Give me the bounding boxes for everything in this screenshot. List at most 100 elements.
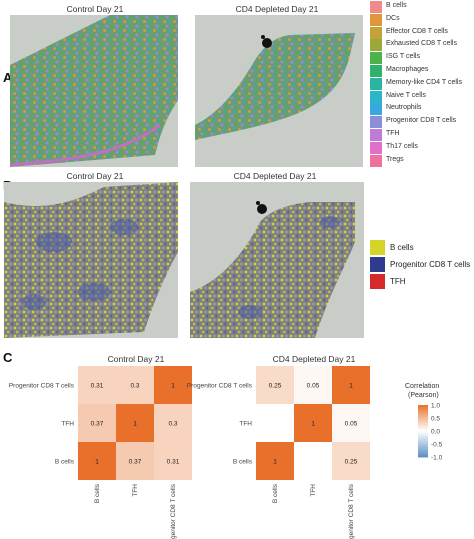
colorbar-segment [418,433,428,436]
panel-a-left-title: Control Day 21 [66,4,124,14]
heatmap-cell [154,366,192,404]
heatmap-cell [332,442,370,480]
legend-b-item: Progenitor CD8 T cells [370,257,474,273]
colorbar-segment [418,415,428,418]
colorbar-segment [418,407,428,410]
legend-a-item: Neutrophils [370,103,474,116]
heatmap-title: Control Day 21 [108,354,165,364]
colorbar-segment [418,453,428,456]
heatmap-cell-label: 0.05 [345,421,358,428]
heatmap-x-tick-label: TFH [310,484,317,497]
heatmap-cell-label: 1 [95,459,99,466]
legend-a-swatch [370,39,382,52]
heatmap-cd4-depleted: CD4 Depleted Day 21 0.25 0.05 1 1 0.05 1 0.25 Pr… [187,354,370,539]
heatmap-cell-label: 0.3 [130,383,139,390]
legend-a-label: TFH [386,130,400,137]
heatmap-cell [294,404,332,442]
legend-a-item: DCs [370,13,474,26]
legend-b-swatch [370,274,385,289]
panel-a-cd4-depleted-tissue-image [195,15,363,167]
legend-b-label: Progenitor CD8 T cells [390,260,471,269]
legend-b-label: B cells [390,243,414,252]
heatmap-cell [256,442,294,480]
legend-a-item: Progenitor CD8 T cells [370,116,474,129]
panel-a-control-tissue-image [10,15,178,167]
legend-a-label: Neutrophils [386,104,422,112]
heatmap-cell-label: 1 [311,421,315,428]
heatmap-cell [332,366,370,404]
legend-a-item: TFH [370,129,474,141]
panel-a-right-title: CD4 Depleted Day 21 [235,4,319,14]
legend-a-swatch [370,26,382,39]
legend-a-item: Tregs [370,154,474,167]
panel-letter-c: C [3,350,13,365]
legend-a-label: Effector CD8 T cells [386,27,448,35]
heatmap-cell-label: 0.37 [129,459,142,466]
heatmap-cell [116,442,154,480]
heatmap-cell-label: 0.31 [167,459,180,466]
colorbar-segment [418,409,428,412]
legend-a-swatch [370,154,382,167]
colorbar-segment [418,417,428,420]
colorbar-segment [418,427,428,430]
colorbar-segment [418,411,428,414]
legend-a-item: ISG T cells [370,52,474,65]
panel-letter-a: A [3,70,13,85]
colorbar-segment [418,423,428,426]
panel-b-cd4-depleted-tissue-image [190,182,364,338]
heatmap-cell [154,404,192,442]
heatmap-x-tick-label: B cells [94,483,101,503]
heatmap-cell-label: 0.25 [345,459,358,466]
panel-b-right-title: CD4 Depleted Day 21 [233,171,317,181]
legend-a-swatch [370,1,382,13]
heatmap-control: Control Day 210.31 0.3 10.37 1 0.31 0.37 0.31P… [9,354,192,539]
heatmap-cell [78,404,116,442]
heatmap-title: CD4 Depleted Day 21 [273,354,356,364]
heatmap-cell-label: 0.37 [91,421,104,428]
colorbar-segment [418,421,428,424]
colorbar-segment [418,451,428,454]
heatmap-cell [256,404,294,442]
legend-a-swatch [370,116,382,129]
legend-a-swatch [370,13,382,26]
panel-b-control-tissue-image [4,182,178,338]
heatmap-x-tick-label: TFH [132,484,139,497]
heatmap-cell [294,442,332,480]
heatmap-cell [116,404,154,442]
legend-a-swatch [370,65,382,77]
heatmap-y-tick-label: TFH [239,421,252,428]
legend-b-swatch [370,240,385,255]
heatmap-cell-label: 0.31 [91,383,104,390]
heatmap-cell [78,366,116,404]
heatmap-cell [154,442,192,480]
legend-a-label: ISG T cells [386,53,420,61]
colorbar-tick-label: 1.0 [431,403,440,410]
colorbar-segment [418,413,428,416]
legend-b-item: TFH [370,274,474,290]
legend-a-swatch [370,77,382,90]
heatmap-x-tick-label: Progenitor CD8 T cells [348,483,355,539]
legend-a-swatch [370,141,382,154]
colorbar-segment [418,435,428,438]
colorbar: Correlation (Pearson) 1.0 0.5 0.0 -0.5 -1.0 [405,383,443,462]
colorbar-segment [418,443,428,446]
legend-a-label: Memory-like CD4 T cells [386,78,462,86]
colorbar-segment [418,437,428,440]
heatmap-cell [256,366,294,404]
legend-a-label: Macrophages [386,66,429,73]
legend-a-label: B cells [386,2,407,9]
colorbar-segment [418,431,428,434]
heatmap-cell-label: 1 [133,421,137,428]
colorbar-tick-label: 0.0 [431,429,440,436]
heatmap-x-tick-label: B cells [272,483,279,503]
legend-a-item: Naive T cells [370,90,474,103]
panel-a-legend: B cells DCs Effector CD8 T cells Exhausted … [370,1,474,171]
legend-a-label: Tregs [386,155,404,163]
legend-a-item: B cells [370,1,474,13]
colorbar-segment [418,441,428,444]
colorbar-title-line1: Correlation [405,383,439,390]
heatmap-cell [116,366,154,404]
legend-a-swatch [370,103,382,116]
legend-a-item: Memory-like CD4 T cells [370,77,474,90]
colorbar-segment [418,425,428,428]
